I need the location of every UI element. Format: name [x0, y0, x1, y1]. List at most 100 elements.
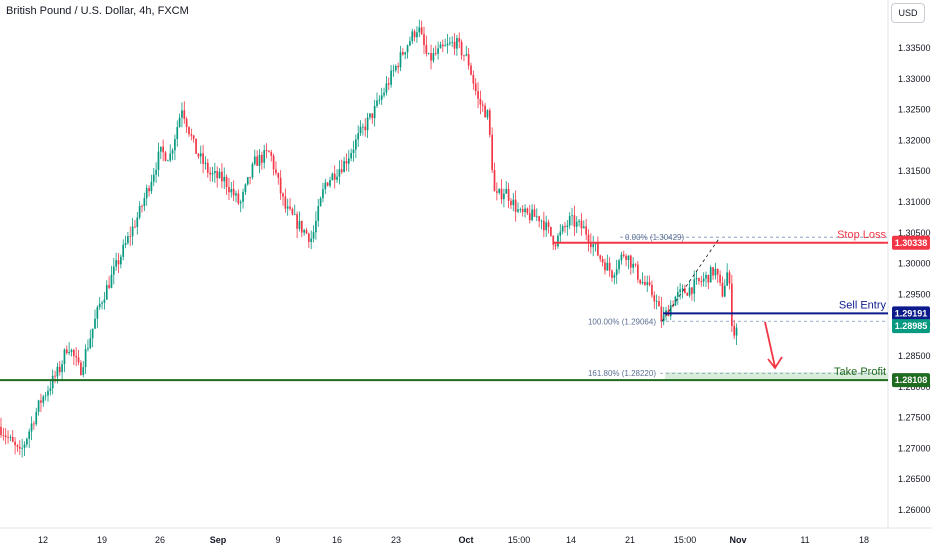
candle-body [263, 150, 266, 163]
candle-body [470, 65, 472, 75]
candle-body [56, 366, 59, 377]
candle-body [279, 177, 282, 194]
x-tick-label: 15:00 [674, 535, 697, 545]
candle-body [190, 134, 193, 136]
candle-body [228, 187, 230, 193]
candle-body [719, 274, 721, 283]
currency-button[interactable]: USD [891, 3, 925, 23]
candle-body [164, 152, 167, 161]
candle-body [625, 255, 627, 260]
stop-loss-price-tag [892, 235, 930, 250]
candle-body [145, 188, 148, 199]
candle-body [152, 174, 155, 182]
fib-0-label: 0.00% (1.30429) [625, 233, 684, 242]
candle-body [253, 156, 256, 164]
candle-body [87, 348, 89, 350]
candle-body [702, 278, 705, 282]
candle-body [552, 235, 555, 245]
candle-body [293, 214, 296, 215]
candle-body [362, 126, 364, 128]
candle-body [131, 226, 134, 237]
candle-body [709, 267, 712, 283]
candle-body [505, 188, 508, 194]
candle-body [141, 206, 143, 207]
candle-body [662, 315, 665, 322]
candle-body [244, 184, 247, 192]
candle-body [394, 65, 397, 71]
symbol-title: British Pound / U.S. Dollar, 4h, FXCM [6, 5, 189, 17]
candle-body [305, 230, 308, 234]
candle-body [178, 117, 181, 128]
candle-body [256, 156, 258, 166]
y-tick-label: 1.30500 [898, 228, 931, 238]
candle-body [51, 375, 54, 389]
candle-body [493, 169, 496, 192]
candle-body [521, 209, 524, 213]
y-tick-label: 1.27500 [898, 413, 931, 423]
candle-body [237, 193, 240, 204]
candle-body [460, 41, 463, 56]
candle-body [117, 260, 120, 265]
fib-100-label: 100.00% (1.29064) [588, 317, 656, 326]
candle-body [225, 176, 228, 188]
candle-body [291, 208, 294, 215]
candle-body [336, 176, 338, 180]
candle-body [162, 146, 164, 153]
candle-body [641, 282, 644, 284]
price-axis[interactable]: 1.33500 1.33000 1.32500 1.32000 1.31500 1.310… [898, 43, 931, 515]
candle-body [420, 27, 423, 34]
candle-body [355, 139, 357, 150]
candle-body [286, 206, 289, 209]
candle-body [77, 357, 80, 363]
candle-body [378, 99, 381, 101]
candle-body [533, 209, 536, 217]
candle-body [204, 162, 207, 164]
candle-body [380, 95, 383, 100]
candle-body [150, 181, 153, 192]
candle-body [75, 355, 78, 358]
candle-body [514, 199, 517, 212]
candle-body [329, 180, 331, 186]
candle-body [651, 284, 653, 296]
candle-body [282, 193, 284, 197]
candle-body [606, 262, 609, 271]
candle-body [538, 216, 540, 222]
candle-body [735, 327, 738, 336]
candle-body [230, 188, 233, 193]
candle-body [543, 220, 545, 231]
candle-body [632, 263, 634, 268]
candle-body [350, 153, 352, 159]
candle-body [134, 226, 136, 228]
candle-body [357, 133, 360, 140]
candle-body [676, 292, 679, 297]
take-profit-price-tag [892, 373, 930, 388]
candle-body [218, 171, 221, 179]
candle-body [413, 31, 416, 38]
candle-body [592, 244, 595, 248]
time-axis[interactable]: 12 19 26 Sep 9 16 23 Oct 15:00 14 21 15:00 Nov 11 18 [38, 535, 869, 545]
candle-body [594, 243, 597, 245]
candle-body [693, 279, 696, 294]
y-tick-label: 1.32500 [898, 105, 931, 115]
candle-body [660, 306, 663, 322]
candle-body [716, 268, 719, 275]
candle-body [232, 188, 235, 196]
candle-body [110, 274, 113, 288]
candle-body [688, 287, 691, 296]
candle-body [684, 288, 686, 294]
candle-body [449, 42, 451, 44]
x-tick-label: 14 [566, 535, 576, 545]
candle-body [174, 139, 176, 151]
x-tick-label: 16 [332, 535, 342, 545]
candle-body [547, 222, 550, 227]
candle-body [411, 31, 414, 42]
candle-body [397, 65, 399, 68]
candle-body [122, 244, 125, 257]
candle-body [500, 188, 503, 200]
candle-body [277, 172, 280, 178]
candle-body [453, 41, 456, 49]
candle-body [554, 244, 557, 247]
candle-body [430, 53, 432, 61]
